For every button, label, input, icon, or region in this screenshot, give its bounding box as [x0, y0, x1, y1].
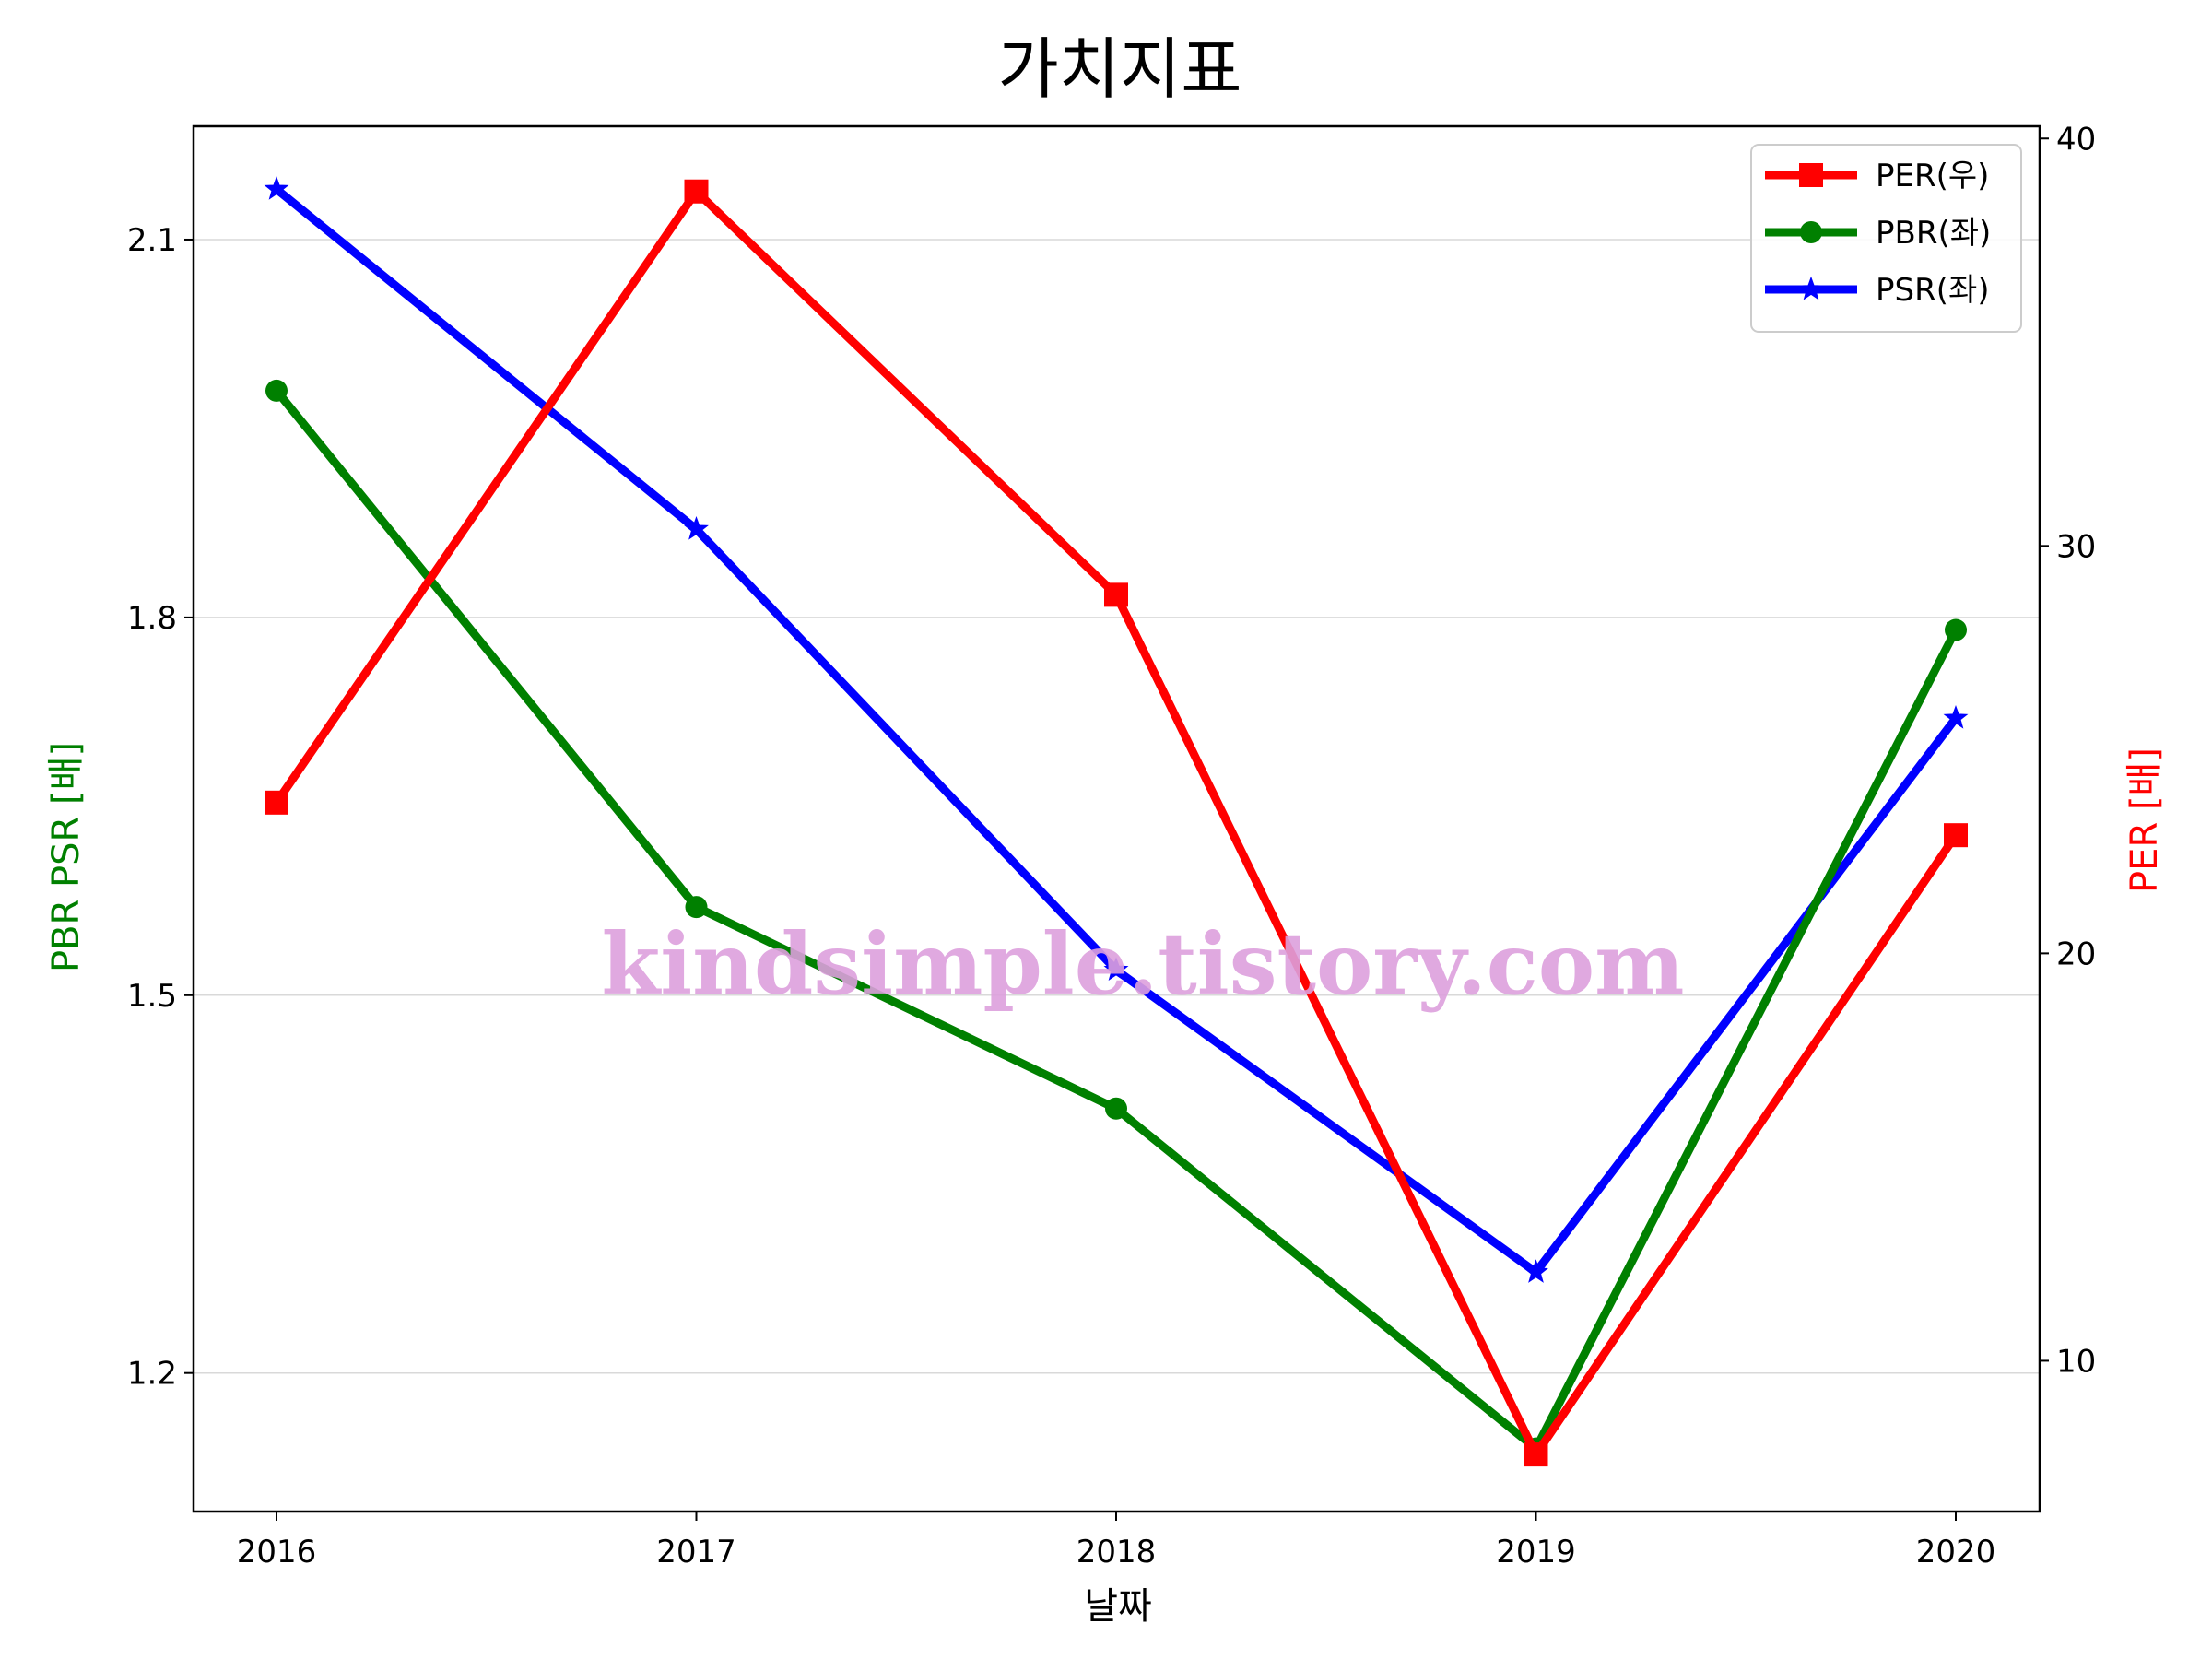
x-tick-label: 2018 [1077, 1534, 1157, 1571]
chart-title: 가치지표 [998, 30, 1242, 108]
star-marker [684, 515, 709, 540]
legend-label: PBR(좌) [1876, 215, 1991, 252]
left-y-tick-label: 2.1 [127, 222, 177, 259]
watermark: kindsimple.tistory.com [601, 914, 1684, 1014]
star-marker [1524, 1259, 1548, 1283]
x-tick-label: 2019 [1496, 1534, 1576, 1571]
right-y-tick-label: 40 [2056, 121, 2096, 158]
right-y-axis-label: PER [배] [2124, 747, 2166, 893]
star-marker [264, 176, 289, 200]
star-marker [1798, 276, 1824, 300]
square-marker [1944, 823, 1968, 848]
x-tick-label: 2017 [656, 1534, 736, 1571]
circle-marker [1800, 221, 1822, 243]
legend-label: PSR(좌) [1876, 272, 1990, 309]
legend-label: PER(우) [1876, 158, 1989, 194]
left-y-tick-label: 1.8 [127, 600, 177, 637]
square-marker [1524, 1442, 1548, 1467]
plot-frame [192, 124, 2041, 1513]
legend-item: PBR(좌) [1765, 215, 1991, 252]
x-tick-label: 2016 [237, 1534, 317, 1571]
square-marker [265, 790, 288, 815]
series-line [273, 187, 1959, 1459]
left-y-tick-label: 1.5 [127, 978, 177, 1015]
x-tick-label: 2020 [1916, 1534, 1996, 1571]
square-marker [1799, 163, 1823, 187]
circle-marker [1945, 618, 1967, 641]
square-marker [1104, 582, 1128, 607]
legend-box [1750, 144, 2022, 333]
right-y-tick-label: 20 [2056, 935, 2096, 972]
star-marker [1943, 705, 1969, 729]
x-axis-label: 날짜 [1084, 1585, 1152, 1628]
series-layer [264, 176, 1969, 1467]
right-y-tick-label: 30 [2056, 528, 2096, 565]
grid-lines [194, 239, 2040, 1374]
circle-marker [265, 379, 288, 402]
series-star [264, 176, 1969, 1283]
axes: 1.2 1.5 1.8 2.1 10 20 30 40 2016 2017 2018 2019 2020 [127, 121, 2096, 1571]
circle-marker [1105, 1097, 1127, 1120]
square-marker [684, 179, 709, 204]
legend-item: PSR(좌) [1765, 272, 1990, 309]
left-y-axis-label: PBR PSR [배] [45, 742, 88, 972]
star-marker [1103, 957, 1129, 981]
series-square [265, 179, 1968, 1467]
right-y-tick-label: 10 [2056, 1343, 2096, 1380]
circle-marker [685, 896, 708, 919]
legend-item: PER(우) [1765, 158, 1989, 194]
left-y-tick-label: 1.2 [127, 1356, 177, 1393]
legend: PER(우) PBR(좌) PSR(좌) [1750, 144, 2022, 333]
